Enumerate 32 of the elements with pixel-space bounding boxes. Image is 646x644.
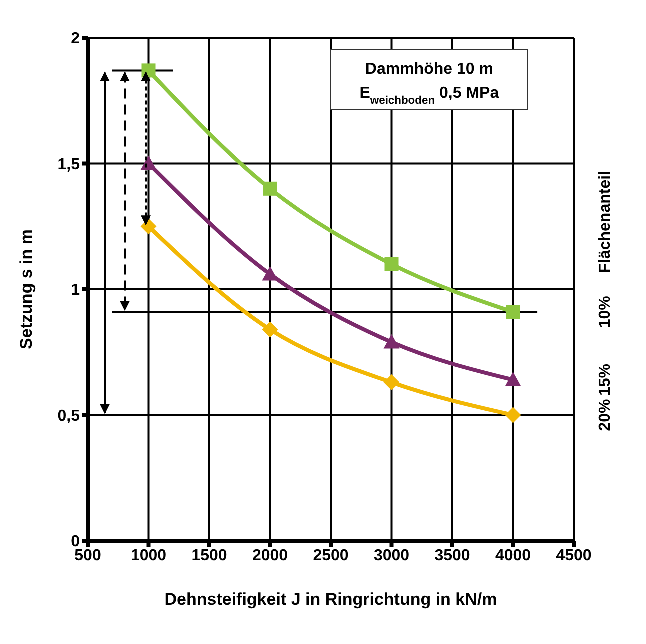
x-axis-title: Dehnsteifigkeit J in Ringrichtung in kN/m — [164, 590, 498, 609]
point — [140, 218, 157, 235]
text-box: Dammhöhe 10 m E$_{weichboden}$ 0,5 MPa — [330, 50, 528, 110]
point — [384, 374, 400, 391]
point — [140, 156, 157, 170]
y-tick-label: 2 — [71, 30, 80, 48]
point — [506, 305, 520, 320]
x-tick-label: 4500 — [556, 547, 592, 564]
annotation: Dammhöhe 10 m — [365, 61, 494, 78]
annotation: E$_{weichboden}$ 0,5 MPa — [360, 85, 500, 107]
y-tick-label: 1,5 — [58, 156, 80, 174]
text: 15% — [597, 364, 614, 396]
point — [384, 334, 400, 349]
text: 10% — [597, 296, 614, 328]
x-tick-label: 1500 — [192, 547, 228, 564]
x-tick-label: 3500 — [434, 547, 470, 564]
point — [142, 64, 156, 78]
y-tick-label: 0,5 — [58, 408, 80, 425]
x-tick-label: 1000 — [130, 547, 167, 564]
x-tick-label: 2000 — [252, 547, 288, 564]
text: 20% — [597, 399, 614, 432]
legend-title: Flächenanteil — [597, 171, 614, 274]
point — [384, 257, 399, 272]
point — [505, 407, 522, 424]
y-tick-label: 1 — [71, 282, 80, 300]
point — [262, 322, 278, 338]
x-tick-label: 3000 — [374, 547, 410, 564]
point — [505, 372, 522, 386]
x-tick-label: 2500 — [313, 547, 349, 564]
y-axis-title: Setzung s in m — [17, 230, 36, 350]
point — [263, 182, 278, 196]
x-tick-label: 4000 — [495, 547, 532, 564]
